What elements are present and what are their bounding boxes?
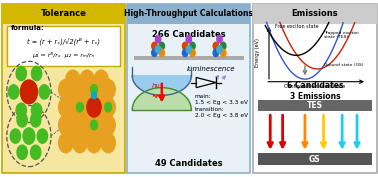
Circle shape	[91, 92, 96, 99]
FancyBboxPatch shape	[133, 56, 244, 61]
Text: Trapped exciton
state (TES): Trapped exciton state (TES)	[324, 31, 358, 39]
Circle shape	[220, 49, 226, 57]
FancyBboxPatch shape	[127, 4, 250, 24]
Circle shape	[91, 85, 98, 94]
Text: GS: GS	[309, 155, 321, 164]
Text: hν: hν	[152, 84, 160, 90]
Circle shape	[87, 97, 101, 117]
Text: 266 Candidates: 266 Candidates	[152, 30, 226, 39]
Circle shape	[66, 106, 80, 125]
Circle shape	[217, 35, 222, 43]
Circle shape	[17, 113, 27, 127]
Circle shape	[17, 145, 27, 159]
Circle shape	[10, 129, 20, 143]
Circle shape	[16, 103, 26, 117]
Circle shape	[66, 70, 80, 90]
Circle shape	[76, 102, 83, 112]
Circle shape	[8, 85, 19, 99]
Circle shape	[80, 70, 94, 90]
Text: Energy (eV): Energy (eV)	[256, 38, 260, 67]
Text: Ground state (GS): Ground state (GS)	[324, 63, 363, 67]
Circle shape	[183, 42, 188, 50]
Circle shape	[39, 85, 50, 99]
Circle shape	[80, 106, 94, 125]
Circle shape	[152, 42, 157, 50]
Circle shape	[20, 80, 37, 104]
Text: t = (r + rₓ)/√2(rᴮ + rₓ): t = (r + rₓ)/√2(rᴮ + rₓ)	[27, 37, 100, 45]
Circle shape	[91, 120, 98, 130]
Text: main:
1.5 < Eg < 3.3 eV
transition:
2.0 < Eg < 3.8 eV: main: 1.5 < Eg < 3.3 eV transition: 2.0 …	[195, 94, 248, 118]
Text: Emissions: Emissions	[291, 9, 338, 18]
Circle shape	[101, 133, 115, 153]
Circle shape	[186, 46, 192, 53]
Circle shape	[73, 115, 87, 135]
FancyBboxPatch shape	[253, 4, 377, 24]
Circle shape	[101, 97, 115, 117]
Circle shape	[23, 128, 35, 144]
Text: 49 Candidates: 49 Candidates	[155, 159, 223, 168]
Circle shape	[31, 145, 41, 159]
FancyBboxPatch shape	[2, 4, 125, 24]
Circle shape	[31, 66, 42, 81]
Text: Tolerance: Tolerance	[40, 9, 86, 18]
Circle shape	[155, 46, 161, 53]
Circle shape	[213, 49, 218, 57]
Circle shape	[87, 79, 101, 99]
Circle shape	[66, 88, 80, 108]
Circle shape	[101, 79, 115, 99]
FancyBboxPatch shape	[253, 4, 377, 173]
Circle shape	[31, 103, 42, 117]
FancyBboxPatch shape	[7, 26, 120, 66]
Text: Free exciton state: Free exciton state	[275, 24, 319, 29]
Circle shape	[87, 97, 101, 117]
Circle shape	[190, 42, 195, 50]
Polygon shape	[132, 88, 191, 110]
Text: TES: TES	[307, 101, 323, 110]
Circle shape	[94, 106, 108, 125]
Circle shape	[220, 42, 226, 50]
Circle shape	[159, 42, 164, 50]
Text: Configuration coordinate: Configuration coordinate	[284, 84, 345, 89]
Circle shape	[186, 35, 192, 43]
Text: 6 Candidates: 6 Candidates	[287, 81, 343, 90]
Circle shape	[152, 49, 157, 57]
Circle shape	[73, 133, 87, 153]
Circle shape	[87, 115, 101, 135]
Circle shape	[190, 49, 195, 57]
Text: High-Throughput Calculations: High-Throughput Calculations	[124, 9, 253, 18]
Circle shape	[37, 129, 48, 143]
Circle shape	[66, 124, 80, 143]
Circle shape	[213, 42, 218, 50]
Circle shape	[94, 88, 108, 108]
Circle shape	[73, 79, 87, 99]
Text: formula:: formula:	[11, 25, 44, 31]
Circle shape	[80, 124, 94, 143]
Circle shape	[73, 97, 87, 117]
FancyBboxPatch shape	[258, 153, 372, 165]
Circle shape	[183, 49, 188, 57]
Circle shape	[59, 115, 73, 135]
FancyBboxPatch shape	[258, 100, 372, 112]
Circle shape	[59, 97, 73, 117]
FancyBboxPatch shape	[2, 4, 125, 173]
FancyBboxPatch shape	[127, 4, 250, 173]
Circle shape	[217, 46, 222, 53]
Circle shape	[155, 35, 161, 43]
Circle shape	[101, 115, 115, 135]
Circle shape	[59, 133, 73, 153]
Circle shape	[80, 88, 94, 108]
Text: 3 Emissions: 3 Emissions	[290, 92, 340, 101]
Text: luminescence: luminescence	[187, 66, 235, 72]
Circle shape	[31, 113, 41, 127]
Circle shape	[59, 79, 73, 99]
Circle shape	[94, 124, 108, 143]
Circle shape	[94, 70, 108, 90]
Circle shape	[105, 102, 112, 112]
Circle shape	[159, 49, 164, 57]
Text: μ₁ = rᴮ/rₓ  μ₂ = rₘ/rₙ: μ₁ = rᴮ/rₓ μ₂ = rₘ/rₙ	[32, 52, 94, 58]
Circle shape	[16, 66, 26, 81]
Circle shape	[87, 133, 101, 153]
Polygon shape	[132, 76, 191, 95]
